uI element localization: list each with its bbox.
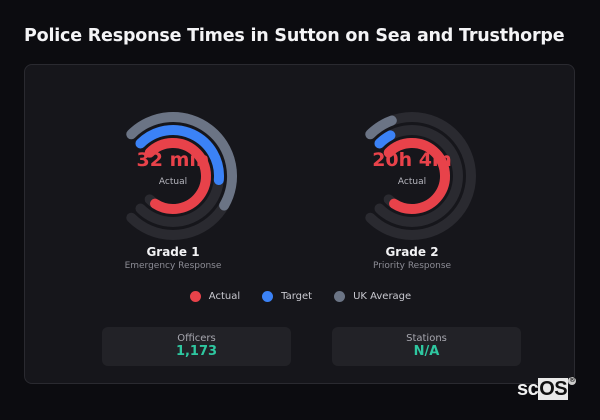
gauge-grade-2: 20h 4m Actual [337,101,487,251]
gauge-grade-1: 32 min Actual [98,101,248,251]
actual-caption: Actual [397,177,427,187]
grade-1-label: Grade 1 Emergency Response [83,245,263,271]
stat-officers: Officers 1,173 [102,327,291,366]
actual-caption: Actual [158,177,188,187]
uk-average-arc [365,115,397,140]
registered-mark-icon: ® [568,377,577,385]
legend-dot-icon [262,291,274,302]
target-arc [374,130,396,149]
uk-average-arc [126,112,238,211]
radial-chart-grade-1 [126,112,238,240]
stat-label: Stations [406,333,447,344]
stat-value: N/A [413,344,440,359]
stat-label: Officers [177,333,216,344]
grade-title: Grade 2 [385,245,439,259]
page-title: Police Response Times in Sutton on Sea a… [24,26,565,46]
actual-value: 20h 4m [372,149,452,171]
legend-label: UK Average [353,291,412,302]
actual-value: 32 min [136,149,210,171]
actual-arc [144,138,211,214]
legend-label: Target [281,291,313,302]
stat-value: 1,173 [175,344,218,359]
grade-description: Emergency Response [124,261,222,271]
legend-dot-icon [189,291,201,302]
logo-box-text: OS [538,378,569,400]
ring-track [374,125,463,227]
scos-logo: scOS ® [517,377,577,401]
stat-stations: Stations N/A [332,327,521,366]
legend-item-target[interactable]: Target [262,291,312,302]
grade-description: Priority Response [372,261,452,271]
actual-arc [383,138,450,214]
legend-dot-icon [334,291,346,302]
logo-text: sc [517,378,539,400]
legend-label: Actual [208,291,241,302]
grade-title: Grade 1 [146,245,200,259]
target-arc [135,125,224,186]
legend-item-uk-average[interactable]: UK Average [334,291,411,302]
legend-item-actual[interactable]: Actual [189,291,241,302]
ring-track [365,112,476,240]
response-times-card: 32 min Actual Grade 1 Emergency Response… [24,64,575,384]
chart-legend: Actual Target UK Average [25,291,576,302]
radial-chart-grade-2 [365,112,476,240]
grade-2-label: Grade 2 Priority Response [322,245,502,271]
